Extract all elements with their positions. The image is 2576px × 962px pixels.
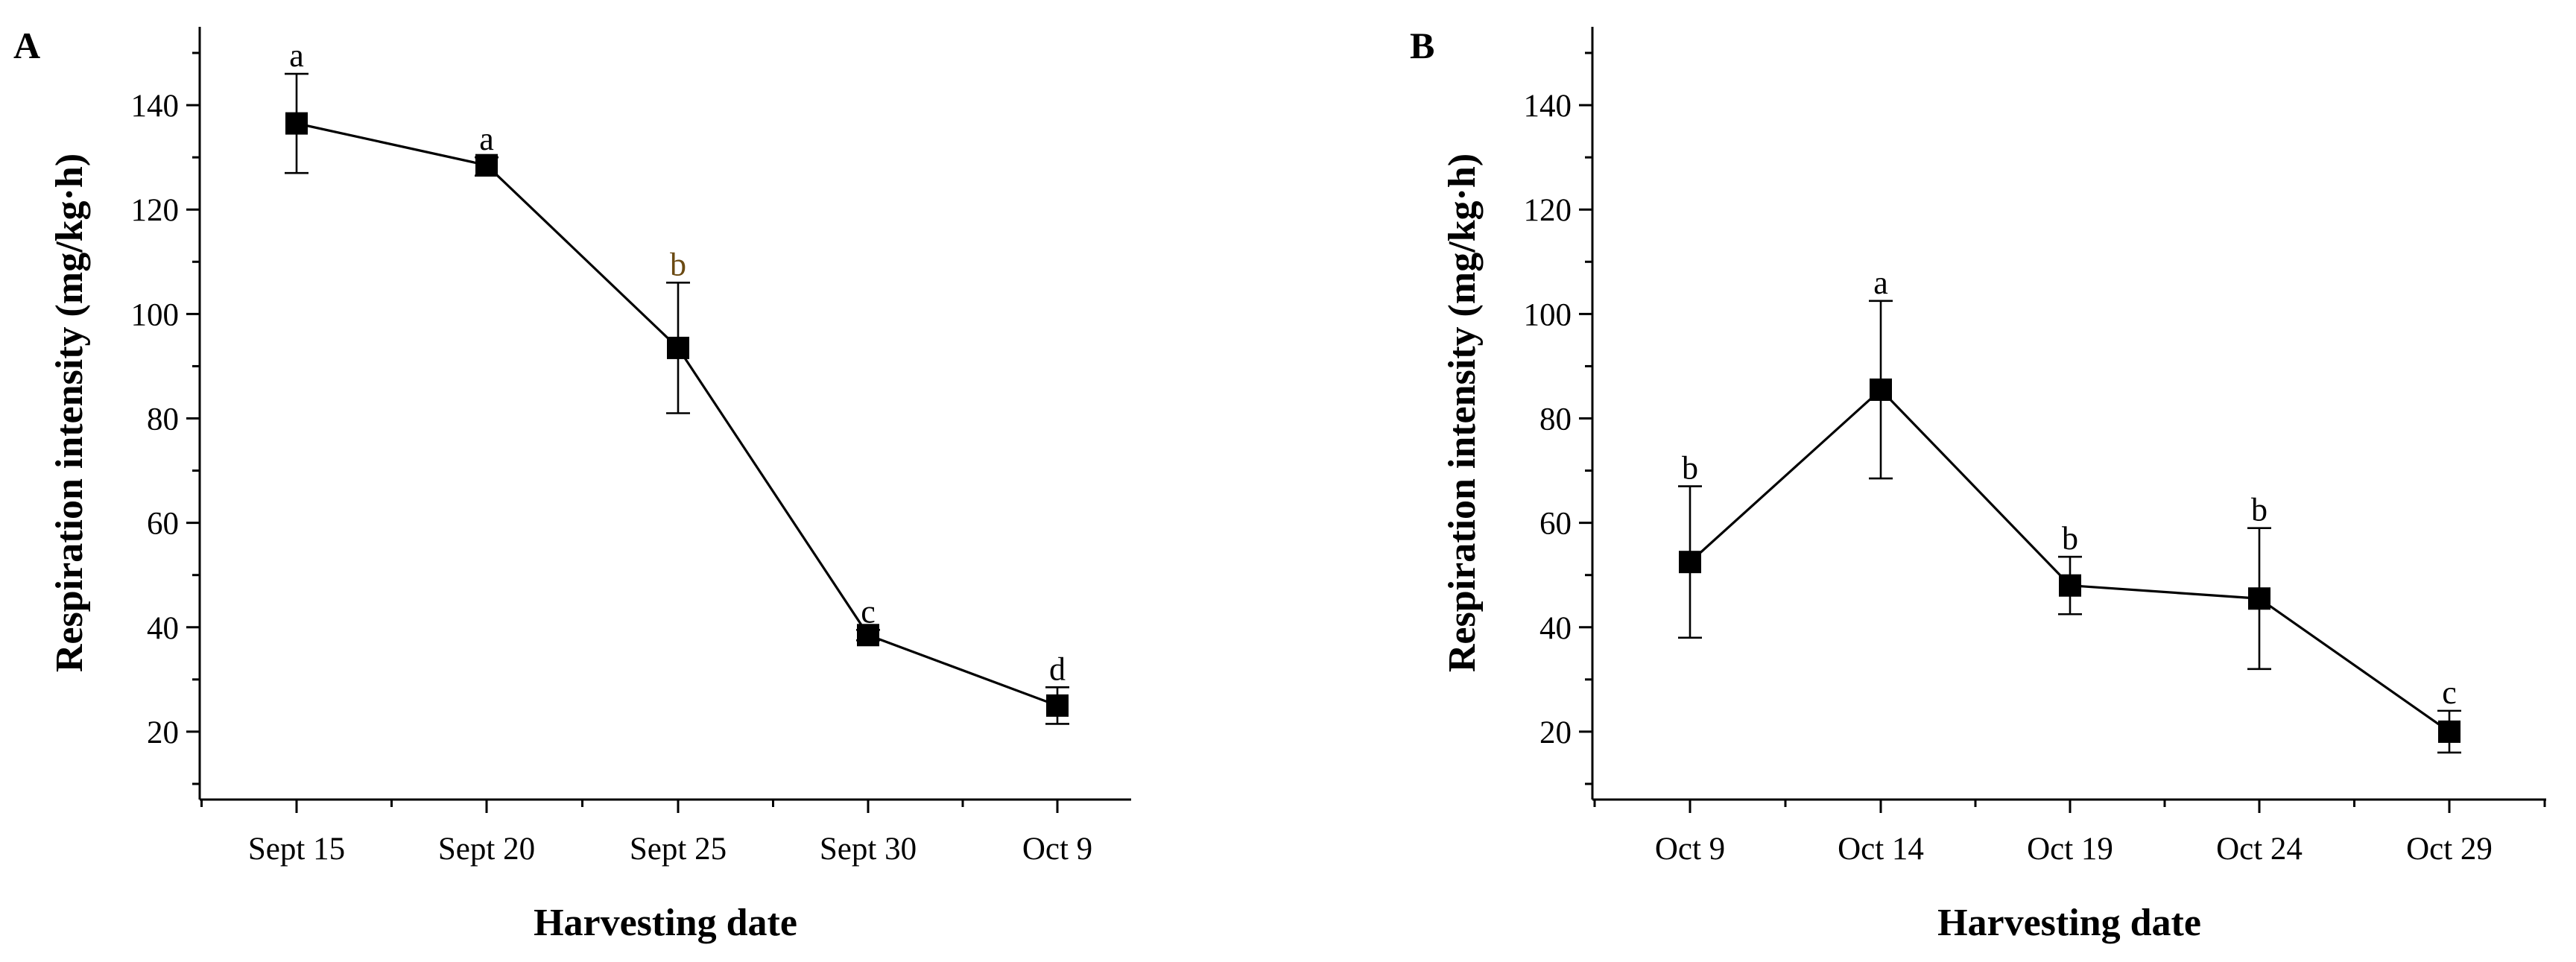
- panel-a-chart: A 20 40 60 80 100 120 140 Sept 15 Sept 2…: [13, 25, 1131, 944]
- panel-a-y-ticks: [186, 51, 200, 785]
- panel-a-sig-label: d: [1049, 651, 1066, 687]
- panel-a-data-point: [285, 112, 308, 135]
- panel-a-y-tick-label: 120: [131, 193, 180, 228]
- panel-a-sig-label: b: [670, 246, 686, 282]
- panel-b-x-tick-label: Oct 14: [1838, 832, 1924, 867]
- panel-b-x-tick-label: Oct 24: [2216, 832, 2303, 867]
- panel-a-data-point: [1046, 694, 1069, 717]
- panel-b-sig-label: b: [2251, 492, 2268, 528]
- panel-b-x-tick-label: Oct 29: [2406, 832, 2493, 867]
- panel-b-sig-label: b: [2062, 520, 2078, 557]
- panel-b-x-ticks: [1593, 800, 2546, 813]
- panel-b-sig-label: c: [2442, 674, 2457, 711]
- panel-a-x-ticks: [200, 800, 1059, 813]
- panel-b-y-tick-labels: 20 40 60 80 100 120 140: [1524, 89, 1572, 750]
- panel-b-y-tick-label: 100: [1524, 297, 1572, 332]
- panel-a-sig-label: c: [861, 593, 876, 630]
- panel-a-x-tick-label: Oct 9: [1022, 832, 1092, 867]
- panel-b-y-tick-label: 80: [1539, 402, 1572, 437]
- panel-a-error-bars: [285, 72, 1069, 725]
- panel-a-y-tick-label: 140: [131, 89, 180, 124]
- panel-b-data-point: [1870, 378, 1892, 401]
- panel-b-data-point: [2438, 720, 2461, 743]
- panel-b-sig-label: b: [1682, 450, 1698, 487]
- panel-a-y-tick-label: 80: [147, 402, 179, 437]
- panel-a-y-tick-labels: 20 40 60 80 100 120 140: [131, 89, 180, 750]
- panel-b-data-point: [2248, 587, 2270, 610]
- panel-b-y-tick-label: 140: [1524, 89, 1572, 124]
- panel-b-data-point: [1679, 551, 1701, 574]
- panel-a-x-axis-title: Harvesting date: [534, 902, 797, 944]
- panel-a-data-point: [667, 336, 689, 359]
- panel-b-y-tick-label: 60: [1539, 507, 1572, 542]
- panel-b-markers: [1679, 378, 2461, 743]
- panel-a-y-tick-label: 100: [131, 297, 180, 332]
- panel-a-x-tick-label: Sept 30: [820, 832, 917, 867]
- panel-b-y-tick-label: 120: [1524, 193, 1572, 228]
- panel-b-y-axis-title: Respiration intensity (mg/kg·h): [1441, 154, 1484, 672]
- panel-b-significance-labels: b a b b c: [1682, 265, 2457, 711]
- panel-a-sig-label: a: [289, 37, 304, 74]
- panel-a-x-tick-labels: Sept 15 Sept 20 Sept 25 Sept 30 Oct 9: [248, 832, 1092, 867]
- panel-a-y-tick-label: 40: [147, 611, 179, 646]
- panel-b-chart: B 20 40 60 80 100 120 140 Oct 9 Oct 14 O…: [1410, 25, 2546, 944]
- panel-a-x-tick-label: Sept 20: [438, 832, 535, 867]
- panel-a-y-tick-label: 20: [147, 715, 179, 750]
- panel-b-x-axis-title: Harvesting date: [1937, 902, 2201, 944]
- panel-a-letter: A: [13, 25, 40, 66]
- panel-b-x-tick-labels: Oct 9 Oct 14 Oct 19 Oct 24 Oct 29: [1655, 832, 2493, 867]
- panel-a-significance-labels: a a b c d: [289, 37, 1066, 687]
- panel-b-y-ticks: [1579, 51, 1592, 785]
- panel-a-markers: [285, 112, 1069, 717]
- panel-b-y-tick-label: 20: [1539, 715, 1572, 750]
- panel-a-y-axis-title: Respiration intensity (mg/kg·h): [48, 154, 91, 672]
- panel-b-data-point: [2059, 574, 2081, 597]
- panel-a-series-line: [296, 122, 1058, 707]
- panel-a-data-point: [857, 624, 879, 647]
- panel-a-x-tick-label: Sept 25: [630, 832, 727, 867]
- panel-a-x-tick-label: Sept 15: [248, 832, 345, 867]
- panel-a-y-tick-label: 60: [147, 507, 179, 542]
- panel-b-y-tick-label: 40: [1539, 611, 1572, 646]
- panel-b-x-tick-label: Oct 19: [2027, 832, 2113, 867]
- panel-b-sig-label: a: [1873, 265, 1888, 301]
- panel-b-letter: B: [1410, 25, 1434, 66]
- panel-a-data-point: [475, 154, 498, 177]
- panel-b-x-tick-label: Oct 9: [1655, 832, 1725, 867]
- panel-a-sig-label: a: [479, 121, 494, 157]
